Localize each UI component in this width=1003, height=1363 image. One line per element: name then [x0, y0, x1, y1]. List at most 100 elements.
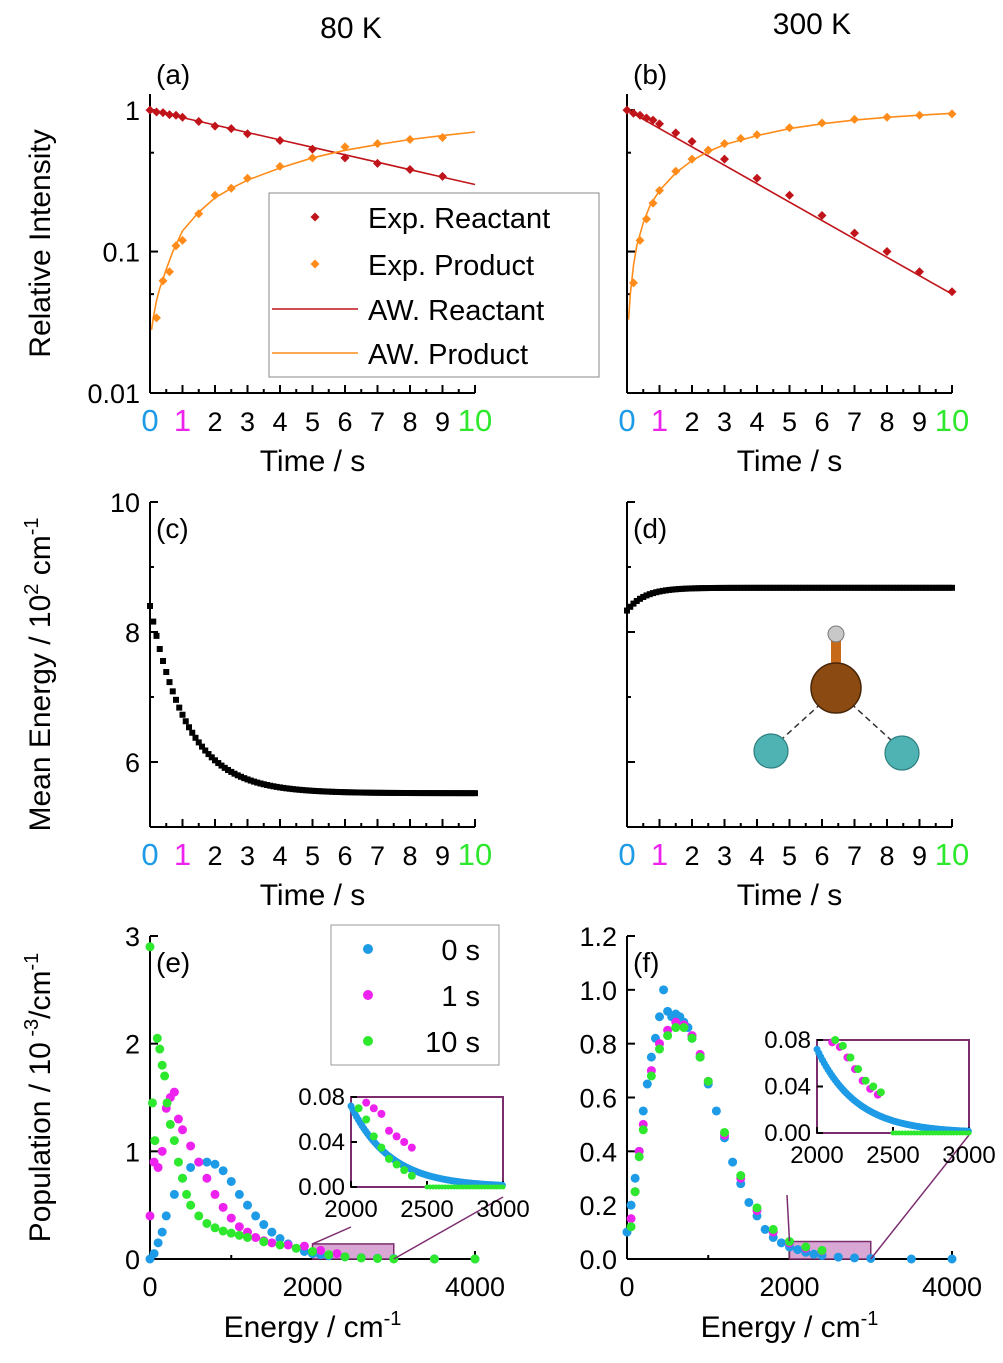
data-point — [923, 584, 929, 591]
x-tick-label: 10 — [935, 837, 969, 872]
data-point — [635, 110, 645, 120]
data-point — [720, 1127, 729, 1137]
data-point — [371, 789, 378, 796]
data-point — [828, 584, 835, 591]
data-point — [166, 679, 173, 686]
series-line — [626, 109, 953, 295]
data-point — [439, 790, 446, 797]
x-tick-label: 4 — [272, 841, 287, 871]
series-1-s — [145, 1087, 342, 1259]
data-point — [436, 790, 443, 797]
x-tick-label: 6 — [814, 841, 829, 871]
data-point — [676, 586, 682, 593]
series-aw-product — [627, 112, 953, 320]
data-point — [785, 123, 794, 133]
data-point — [655, 1012, 664, 1022]
x-axis-label: Energy / cm-1 — [224, 1308, 402, 1344]
data-point — [152, 1033, 162, 1043]
data-point — [637, 595, 643, 602]
x-tick-label: 2000 — [282, 1272, 342, 1302]
data-point — [626, 1222, 636, 1232]
inset-x-tick-label: 2000 — [790, 1142, 843, 1169]
data-point — [929, 584, 936, 591]
data-point — [243, 1232, 252, 1242]
data-point — [385, 1154, 393, 1163]
legend-entry: 10 s — [363, 1027, 480, 1059]
data-point — [413, 790, 420, 797]
data-point — [356, 1253, 366, 1263]
inset-y-tick-label: 0.04 — [764, 1074, 811, 1101]
inset-x-tick-label: 2500 — [400, 1196, 453, 1223]
data-point — [900, 584, 907, 591]
inset-connector — [870, 1134, 970, 1260]
data-point — [947, 1254, 957, 1264]
data-point — [280, 784, 287, 791]
data-point — [910, 584, 916, 591]
data-point — [890, 584, 897, 591]
data-point — [695, 585, 702, 592]
data-point — [299, 1241, 309, 1251]
data-point — [147, 1098, 157, 1108]
data-point — [178, 1125, 187, 1135]
data-point — [387, 789, 394, 796]
legend: 0 s 1 s 10 s — [330, 924, 500, 1066]
series-exp-product — [629, 109, 957, 288]
legend-label: 0 s — [441, 935, 480, 967]
series-aw-reactant — [626, 109, 953, 295]
data-point — [760, 1224, 770, 1234]
data-point — [666, 586, 673, 593]
data-point — [316, 1245, 326, 1255]
data-point — [966, 1130, 972, 1136]
data-point — [646, 1071, 656, 1081]
inset-sparse-t10 — [831, 1036, 885, 1097]
data-point — [270, 783, 277, 790]
inset-connector — [393, 1196, 504, 1260]
data-point — [626, 1200, 636, 1210]
data-point — [850, 1253, 859, 1263]
data-point — [724, 584, 731, 591]
data-point — [455, 790, 462, 797]
x-tick-label: 10 — [458, 837, 492, 872]
data-point — [332, 1249, 342, 1259]
data-point — [407, 1171, 416, 1180]
data-point — [234, 772, 241, 779]
x-tick-label: 6 — [814, 407, 829, 437]
x-tick-label: 10 — [458, 403, 492, 438]
data-point — [656, 588, 663, 595]
legend-entry: Exp. Product — [310, 250, 534, 282]
data-point — [831, 1036, 840, 1044]
data-point — [754, 584, 760, 591]
data-point — [283, 1240, 293, 1250]
data-point — [809, 584, 816, 591]
data-point — [809, 1249, 819, 1259]
data-point — [793, 584, 799, 591]
data-point — [373, 139, 382, 149]
data-point — [400, 1138, 409, 1146]
inset-series-10-s — [890, 1130, 972, 1136]
legend: Exp. Reactant Exp. Product AW. Reactant AW.… — [268, 192, 600, 378]
data-point — [744, 1197, 754, 1207]
data-point — [711, 1106, 721, 1116]
y-axis-label-sup: -3 — [21, 1019, 43, 1042]
data-point — [345, 789, 352, 796]
legend-marker — [363, 944, 373, 954]
data-point — [150, 618, 157, 625]
data-point — [887, 584, 894, 591]
data-point — [273, 783, 280, 790]
x-tick-label: 5 — [305, 407, 320, 437]
legend-marker — [310, 212, 320, 222]
data-point — [186, 1162, 196, 1172]
data-point — [916, 584, 923, 591]
panel-e: 0 2000 4000 0 1 2 3 (e) Energy / cm-1 Population … — [21, 922, 530, 1344]
data-point — [210, 1189, 220, 1199]
data-point — [208, 754, 215, 761]
data-point — [186, 1200, 196, 1210]
panel-label: (a) — [156, 59, 190, 90]
data-point — [741, 584, 747, 591]
data-point — [385, 1126, 393, 1135]
data-point — [884, 584, 890, 591]
data-point — [770, 584, 777, 591]
data-point — [936, 584, 942, 591]
x-tick-label: 3 — [240, 407, 255, 437]
data-point — [429, 790, 436, 797]
